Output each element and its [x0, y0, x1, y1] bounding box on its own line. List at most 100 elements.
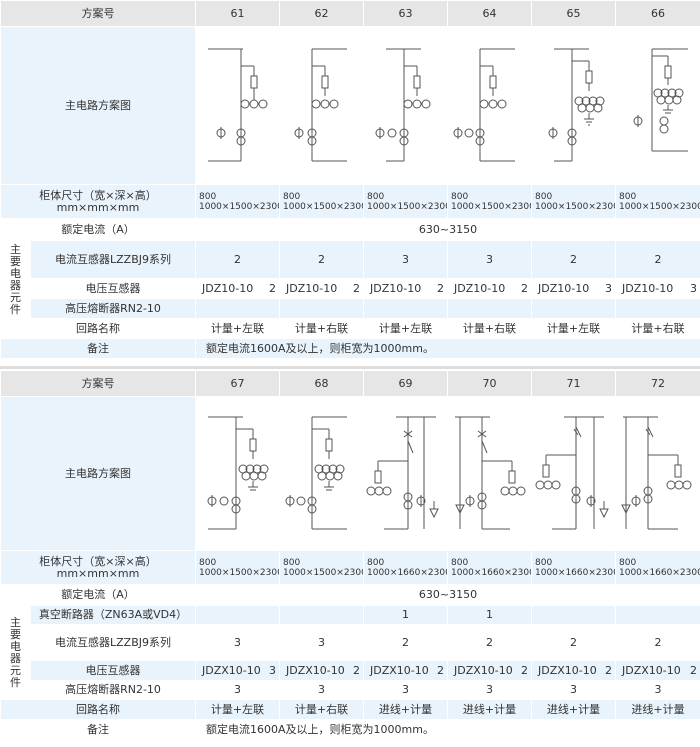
- fuse-qty: 3: [615, 680, 700, 700]
- vcb-qty: [615, 605, 700, 625]
- vt-cell: JDZX10-10 2: [615, 660, 700, 681]
- table-divider: [0, 366, 700, 369]
- vt-model: JDZX10-10: [622, 663, 681, 677]
- vt-cell: JDZ10-10 2: [279, 278, 364, 299]
- vcb-qty: [195, 605, 280, 625]
- vt-qty: 3: [605, 281, 612, 295]
- dims-value: 1000×1500×2300: [199, 567, 280, 578]
- vt-model: JDZ10-10: [202, 281, 254, 295]
- circuit-diagram-66: [615, 26, 700, 185]
- fuse-qty: [279, 298, 364, 319]
- scheme-no: 71: [531, 370, 616, 397]
- dimension-row: 柜体尺寸（宽×深×高） mm×mm×mm 800 1000×1500×2300 8…: [0, 550, 700, 585]
- dimension-label: 柜体尺寸（宽×深×高） mm×mm×mm: [0, 550, 196, 585]
- current-value: 630~3150: [195, 218, 700, 241]
- vt-model: JDZX10-10: [202, 663, 261, 677]
- fuse-label: 高压熔断器RN2-10: [30, 298, 196, 319]
- vt-row: 电压互感器 JDZ10-10 2 JDZ10-10 2 JDZ10-10 2 JDZ1…: [0, 278, 700, 299]
- circuit-name: 计量+右联: [615, 318, 700, 339]
- circuit-name: 计量+右联: [279, 318, 364, 339]
- vt-qty: 2: [437, 281, 444, 295]
- fuse-qty: 3: [195, 680, 280, 700]
- dims-value: 1000×1500×2300: [535, 201, 616, 212]
- ct-label: 电流互感器LZZBJ9系列: [30, 624, 196, 661]
- width-value: 800: [451, 191, 469, 202]
- dims-value: 1000×1660×2300: [451, 567, 532, 578]
- circuit-diagram-71: [531, 396, 616, 551]
- scheme-no-label: 方案号: [0, 0, 196, 27]
- dimension-label-line2: mm×mm×mm: [56, 566, 140, 580]
- dimension-label: 柜体尺寸（宽×深×高） mm×mm×mm: [0, 184, 196, 219]
- scheme-no: 69: [363, 370, 448, 397]
- circuit-row: 回路名称 计量+左联 计量+右联 进线+计量 进线+计量 进线+计量 进线+计量: [0, 699, 700, 720]
- vt-cell: JDZX10-10 3: [195, 660, 280, 681]
- diagram-label: 主电路方案图: [0, 26, 196, 185]
- scheme-no: 67: [195, 370, 280, 397]
- ct-qty: 2: [195, 240, 280, 279]
- scheme-no: 72: [615, 370, 700, 397]
- diagram-row: 主电路方案图: [0, 26, 700, 185]
- circuit-name: 进线+计量: [615, 699, 700, 720]
- vt-qty: 2: [353, 663, 360, 677]
- ct-qty: 2: [279, 240, 364, 279]
- dimension-cell: 800 1000×1660×2300: [615, 550, 700, 585]
- scheme-no: 70: [447, 370, 532, 397]
- circuit-diagram-65: [531, 26, 616, 185]
- scheme-no: 62: [279, 0, 364, 27]
- vcb-qty: 1: [447, 605, 532, 625]
- current-row: 额定电流（A） 630~3150: [0, 218, 700, 241]
- dimension-cell: 800 1000×1500×2300: [531, 184, 616, 219]
- dimension-cell: 800 1000×1660×2300: [531, 550, 616, 585]
- vt-cell: JDZX10-10 2: [363, 660, 448, 681]
- diagram-label: 主电路方案图: [0, 396, 196, 551]
- width-value: 800: [535, 191, 553, 202]
- scheme-no: 65: [531, 0, 616, 27]
- vcb-qty: [531, 605, 616, 625]
- ct-qty: 2: [531, 624, 616, 661]
- fuse-qty: [615, 298, 700, 319]
- remark-label: 备注: [0, 719, 196, 740]
- dims-value: 1000×1660×2300: [367, 567, 448, 578]
- dimension-label-line1: 柜体尺寸（宽×深×高）: [39, 188, 157, 202]
- dims-value: 1000×1500×2300: [619, 201, 700, 212]
- vt-qty: 2: [521, 281, 528, 295]
- vt-qty: 2: [521, 663, 528, 677]
- dims-value: 1000×1500×2300: [367, 201, 448, 212]
- vt-model: JDZX10-10: [370, 663, 429, 677]
- circuit-name: 计量+左联: [531, 318, 616, 339]
- diagram-row: 主电路方案图: [0, 396, 700, 551]
- fuse-qty: [363, 298, 448, 319]
- remark-row: 备注 额定电流1600A及以上，则柜宽为1000mm。: [0, 719, 700, 740]
- dims-value: 1000×1500×2300: [283, 201, 364, 212]
- vt-model: JDZ10-10: [538, 281, 590, 295]
- fuse-qty: 3: [363, 680, 448, 700]
- fuse-qty: [531, 298, 616, 319]
- dims-value: 1000×1660×2300: [619, 567, 700, 578]
- current-row: 额定电流（A） 630~3150: [0, 584, 700, 606]
- dims-value: 1000×1660×2300: [535, 567, 616, 578]
- dims-value: 1000×1500×2300: [199, 201, 280, 212]
- vt-model: JDZ10-10: [454, 281, 506, 295]
- vt-model: JDZX10-10: [286, 663, 345, 677]
- fuse-row: 高压熔断器RN2-10: [0, 298, 700, 319]
- remark-row: 备注 额定电流1600A及以上，则柜宽为1000mm。: [0, 338, 700, 359]
- vt-label: 电压互感器: [30, 660, 196, 681]
- circuit-name: 进线+计量: [531, 699, 616, 720]
- vt-qty: 2: [269, 281, 276, 295]
- vt-qty: 2: [437, 663, 444, 677]
- header-row: 方案号 67 68 69 70 71 72: [0, 370, 700, 397]
- vt-model: JDZX10-10: [538, 663, 597, 677]
- circuit-label: 回路名称: [0, 699, 196, 720]
- ct-qty: 3: [195, 624, 280, 661]
- fuse-qty: [447, 298, 532, 319]
- circuit-diagram-63: [363, 26, 448, 185]
- circuit-name: 计量+右联: [447, 318, 532, 339]
- remark-text: 额定电流1600A及以上，则柜宽为1000mm。: [195, 338, 700, 359]
- scheme-no: 66: [615, 0, 700, 27]
- dimension-cell: 800 1000×1500×2300: [615, 184, 700, 219]
- circuit-diagram-72: [615, 396, 700, 551]
- dimension-row: 柜体尺寸（宽×深×高） mm×mm×mm 800 1000×1500×2300 8…: [0, 184, 700, 219]
- ct-label: 电流互感器LZZBJ9系列: [30, 240, 196, 279]
- dimension-label-line1: 柜体尺寸（宽×深×高）: [39, 554, 157, 568]
- ct-qty: 2: [615, 240, 700, 279]
